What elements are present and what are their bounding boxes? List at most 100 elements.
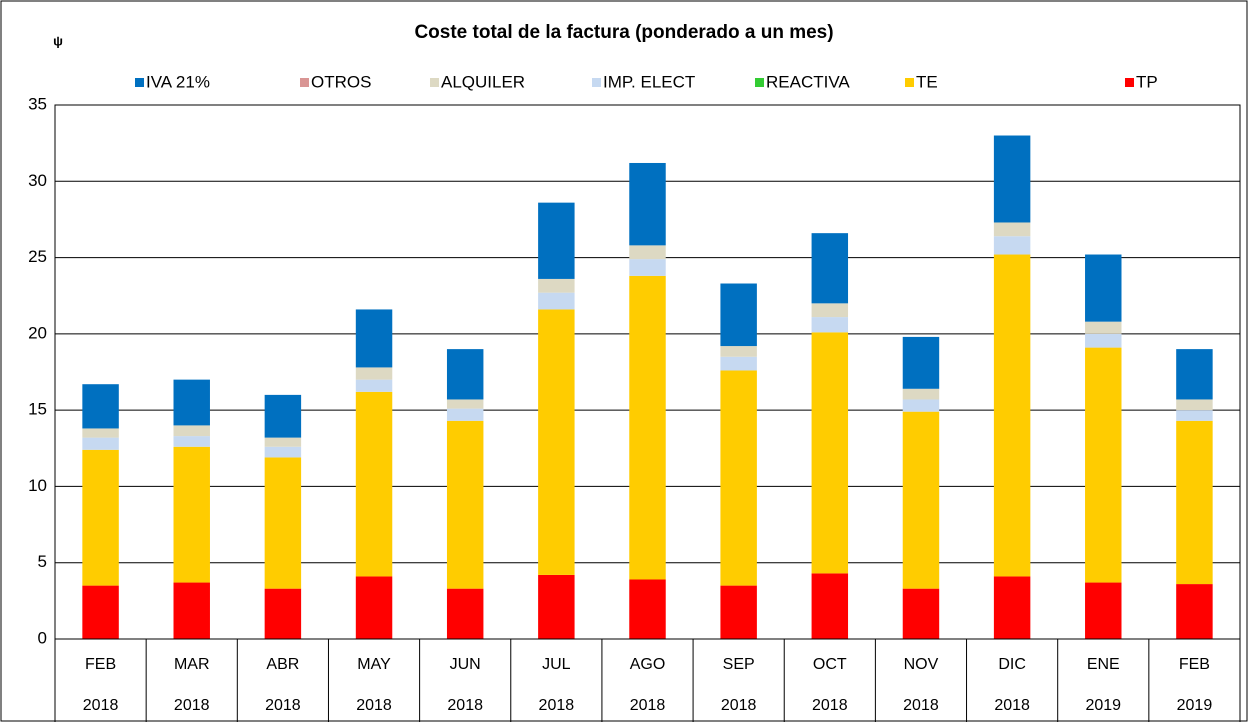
- bar-segment: [720, 370, 757, 586]
- bar-segment: [264, 437, 302, 447]
- legend-label: REACTIVA: [766, 72, 850, 91]
- x-tick-label: 2018: [721, 697, 757, 714]
- bar-segment: [355, 309, 393, 368]
- bar-segment: [720, 283, 757, 347]
- x-tick-label: NOV: [904, 656, 939, 673]
- x-tick-label: MAY: [357, 656, 391, 673]
- bar-segment: [629, 579, 666, 639]
- chart-title: Coste total de la factura (ponderado a u…: [414, 22, 833, 43]
- x-tick-label: 2018: [994, 697, 1030, 714]
- bar-segment: [538, 574, 575, 639]
- legend-label: TP: [1136, 72, 1158, 91]
- legend-swatch: [905, 78, 914, 87]
- bar-segment: [173, 436, 210, 447]
- legend-label: IVA 21%: [146, 72, 210, 91]
- bar-segment: [993, 135, 1031, 223]
- legend-swatch: [1125, 78, 1134, 87]
- bar-segment: [629, 259, 666, 276]
- bar-segment: [811, 233, 849, 304]
- x-tick-label: 2018: [265, 697, 301, 714]
- bar-segment: [355, 379, 393, 392]
- x-tick-label: 2018: [812, 697, 848, 714]
- y-tick-label: 15: [28, 400, 47, 419]
- bar-segment: [720, 356, 757, 371]
- bar-segment: [264, 446, 302, 458]
- bar-segment: [173, 425, 210, 437]
- y-tick-label: 5: [38, 552, 47, 571]
- x-tick-label: JUL: [542, 656, 571, 673]
- bar-segment: [1176, 410, 1213, 421]
- bar-segment: [173, 379, 210, 426]
- x-tick-label: 2018: [903, 697, 939, 714]
- bar-segment: [811, 317, 849, 333]
- bar-segment: [1085, 347, 1122, 583]
- x-tick-label: 2018: [447, 697, 483, 714]
- bar-segment: [1176, 399, 1213, 411]
- bar-segment: [538, 278, 575, 293]
- bar-segment: [902, 588, 940, 639]
- legend-swatch: [135, 78, 144, 87]
- bar-segment: [173, 582, 210, 639]
- bar-segment: [1176, 349, 1213, 400]
- y-tick-label: 20: [28, 323, 47, 342]
- bar-segment: [264, 588, 302, 639]
- bar-segment: [1085, 582, 1122, 639]
- y-tick-label: 25: [28, 247, 47, 266]
- x-tick-label: ABR: [266, 656, 299, 673]
- x-tick-label: 2019: [1177, 697, 1213, 714]
- y-axis-label: ψ: [53, 33, 63, 48]
- bar-segment: [82, 428, 119, 438]
- x-tick-label: SEP: [723, 656, 755, 673]
- bar-segment: [811, 573, 849, 639]
- x-tick-label: FEB: [1179, 656, 1210, 673]
- bar-segment: [811, 332, 849, 574]
- y-tick-label: 0: [38, 628, 47, 647]
- bar-segment: [1085, 321, 1122, 334]
- bar-segment: [811, 303, 849, 318]
- bar-segment: [173, 446, 210, 583]
- bar-segment: [82, 384, 119, 429]
- y-tick-label: 35: [28, 94, 47, 113]
- bar-segment: [538, 202, 575, 279]
- y-tick-label: 30: [28, 171, 47, 190]
- legend-swatch: [300, 78, 309, 87]
- x-tick-label: OCT: [813, 656, 847, 673]
- x-tick-label: 2018: [630, 697, 666, 714]
- bar-segment: [629, 162, 666, 246]
- bar-segment: [902, 399, 940, 412]
- bar-segment: [1176, 420, 1213, 585]
- y-tick-label: 10: [28, 476, 47, 495]
- bar-segment: [993, 576, 1031, 639]
- bar-segment: [1176, 584, 1213, 639]
- bar-segment: [993, 236, 1031, 255]
- bar-segment: [993, 254, 1031, 577]
- bar-segment: [720, 346, 757, 357]
- bar-segment: [902, 336, 940, 389]
- bar-segment: [82, 449, 119, 586]
- legend-swatch: [592, 78, 601, 87]
- bar-segment: [1085, 254, 1122, 322]
- bar-segment: [1085, 333, 1122, 348]
- bar-segment: [264, 457, 302, 589]
- bar-segment: [446, 399, 484, 409]
- legend-label: IMP. ELECT: [603, 72, 695, 91]
- x-tick-label: 2018: [539, 697, 575, 714]
- bar-segment: [355, 576, 393, 639]
- bar-segment: [82, 585, 119, 639]
- bar-segment: [264, 394, 302, 438]
- bar-segment: [902, 411, 940, 589]
- x-tick-label: 2018: [356, 697, 392, 714]
- bar-segment: [446, 420, 484, 589]
- x-tick-label: 2019: [1085, 697, 1121, 714]
- bar-segment: [446, 349, 484, 400]
- bar-segment: [446, 408, 484, 421]
- legend-label: TE: [916, 72, 938, 91]
- bar-segment: [629, 275, 666, 580]
- bar-segment: [355, 367, 393, 380]
- legend-swatch: [755, 78, 764, 87]
- x-tick-label: FEB: [85, 656, 116, 673]
- x-tick-label: ENE: [1087, 656, 1120, 673]
- bar-segment: [993, 222, 1031, 237]
- legend-label: ALQUILER: [441, 72, 525, 91]
